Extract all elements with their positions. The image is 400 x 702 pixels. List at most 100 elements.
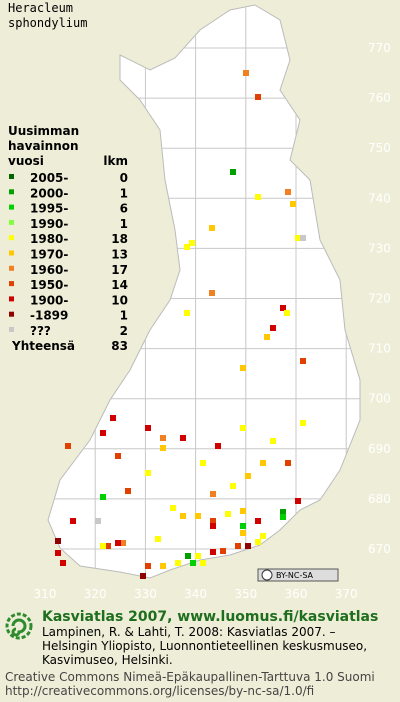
legend-count: 6 [120,202,128,216]
license: Creative Commons Nimeä-Epäkaupallinen-Ta… [5,670,375,684]
legend-count: 18 [111,232,128,246]
observation [300,358,306,364]
observation [145,425,151,431]
observation [210,549,216,555]
east-label: 360 [285,587,308,601]
legend-label: 1995- [30,202,68,216]
legend-total-label: Yhteensä [11,339,75,353]
observation [185,553,191,559]
legend-swatch [9,174,14,179]
observation [70,518,76,524]
observation [160,435,166,441]
observation [200,460,206,466]
east-label: 330 [134,587,157,601]
observation [180,435,186,441]
observation [189,240,195,246]
observation [209,225,215,231]
east-label: 370 [335,587,358,601]
observation [270,438,276,444]
observation [95,518,101,524]
observation [300,420,306,426]
observation [180,513,186,519]
observation [295,235,301,241]
east-label: 350 [234,587,257,601]
legend-count: 13 [111,248,128,262]
legend-swatch [9,250,14,256]
observation [230,169,236,175]
legend-label: 1900- [30,293,68,307]
observation [240,425,246,431]
observation [235,543,241,549]
legend-label: 2005- [30,171,68,185]
observation [280,509,286,515]
observation [210,523,216,529]
logo [5,612,33,640]
legend-swatch [9,281,14,287]
observation [285,460,291,466]
observations [55,70,306,579]
observation [160,445,166,451]
observation [240,508,246,514]
observation [255,194,261,200]
observation [175,560,181,566]
legend-count: 1 [120,217,128,231]
observation [243,70,249,76]
observation [184,310,190,316]
legend-swatch [9,204,14,210]
north-label: 760 [368,91,391,105]
observation [260,533,266,539]
badge-text: BY-NC-SA [276,571,314,580]
observation [195,553,201,559]
title: sphondylium [8,16,87,30]
legend-swatch [9,265,14,271]
north-label: 730 [368,241,391,255]
observation [140,573,146,579]
legend-heading: Uusimman [8,124,79,138]
legend-label: 1950- [30,278,68,292]
observation [240,530,246,536]
observation [210,491,216,497]
east-label: 320 [84,587,107,601]
legend-swatch [9,296,14,302]
observation [240,365,246,371]
east-label: 310 [34,587,57,601]
north-label: 770 [368,41,391,55]
title: Heracleum [8,1,73,15]
legend-swatch [9,219,14,225]
observation [195,513,201,519]
observation [270,325,276,331]
observation [190,560,196,566]
observation [284,310,290,316]
legend-swatch [9,327,14,332]
observation [145,563,151,569]
east-label: 340 [184,587,207,601]
north-label: 670 [368,542,391,556]
observation [215,443,221,449]
legend-label: 1980- [30,232,68,246]
observation [105,543,111,549]
observation [100,543,106,549]
observation [255,518,261,524]
legend-label: -1899 [30,309,68,323]
observation [260,460,266,466]
observation [100,494,106,500]
cc-badge: BY-NC-SA [257,568,339,582]
observation [210,518,216,524]
north-label: 710 [368,342,391,356]
north-label: 700 [368,392,391,406]
observation [160,563,166,569]
citation: Lampinen, R. & Lahti, T. 2008: Kasviatla… [42,625,336,639]
legend-label: 1970- [30,248,68,262]
observation [225,511,231,517]
legend-count: 0 [120,171,128,185]
legend-heading: lkm [103,154,128,168]
legend-count: 17 [111,263,128,277]
observation [255,539,261,545]
legend-count: 2 [120,324,128,338]
observation [290,201,296,207]
legend-swatch [9,235,14,241]
observation [209,290,215,296]
legend-count: 10 [111,293,128,307]
observation [280,305,286,311]
site-title: Kasviatlas 2007, www.luomus.fi/kasviatla… [42,609,378,625]
